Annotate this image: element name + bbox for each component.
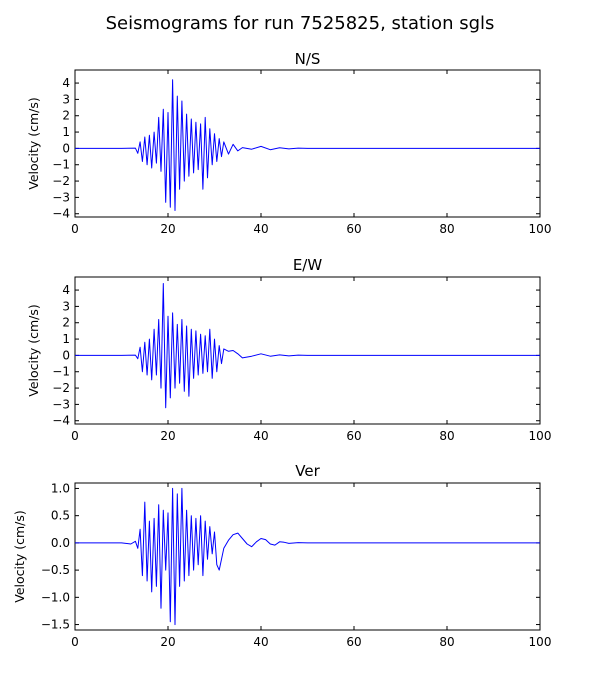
ver-ytick-label: 0.5	[51, 509, 70, 523]
ns-ytick-label: −2	[52, 174, 70, 188]
ew-ytick-label: −4	[52, 414, 70, 428]
ver-xtick-label: 60	[346, 635, 361, 649]
ver-ytick-label: −1.0	[41, 590, 70, 604]
ns-xtick-label: 80	[439, 222, 454, 236]
ns-xtick-label: 100	[529, 222, 552, 236]
ew-xtick-label: 60	[346, 429, 361, 443]
ew-axes-frame	[74, 276, 541, 425]
ver-xtick-label: 0	[71, 635, 79, 649]
ew-ytick-label: 0	[62, 348, 70, 362]
ver-subplot: Ver 0 20 40 60 80 100 −1.5 −1.0 −0.5 0.0 0.5 1.0 Velo…	[12, 462, 551, 649]
ns-ytick-label: −4	[52, 207, 70, 221]
ver-xtick-label: 100	[529, 635, 552, 649]
ns-ylabel: Velocity (cm/s)	[26, 97, 41, 190]
ver-ytick-label: 1.0	[51, 481, 70, 495]
ns-ytick-label: 1	[62, 125, 70, 139]
ns-xtick-label: 40	[253, 222, 268, 236]
ew-ylabel: Velocity (cm/s)	[26, 304, 41, 397]
ew-ytick-label: −1	[52, 365, 70, 379]
figure-title: Seismograms for run 7525825, station sgl…	[106, 13, 495, 34]
ns-ytick-label: −1	[52, 158, 70, 172]
ew-xtick-label: 40	[253, 429, 268, 443]
ew-xtick-label: 100	[529, 429, 552, 443]
ew-xtick-label: 20	[160, 429, 175, 443]
ew-subplot: E/W 0 20 40 60 80 100 −4 −3 −2 −1 0 1 2 3 4 Velocity (cm…	[26, 256, 551, 443]
ver-xtick-label: 80	[439, 635, 454, 649]
ns-ytick-label: 3	[62, 92, 70, 106]
ns-axes-frame	[74, 69, 541, 218]
ver-xtick-label: 40	[253, 635, 268, 649]
ns-xtick-label: 0	[71, 222, 79, 236]
ns-ytick-label: 2	[62, 109, 70, 123]
ew-ytick-label: 2	[62, 316, 70, 330]
ew-xtick-label: 80	[439, 429, 454, 443]
ew-ytick-label: 3	[62, 299, 70, 313]
ew-ytick-label: −3	[52, 397, 70, 411]
ns-xtick-label: 60	[346, 222, 361, 236]
ew-ytick-label: 4	[62, 283, 70, 297]
ver-ytick-label: −0.5	[41, 563, 70, 577]
ew-velocity-trace	[75, 283, 540, 409]
ns-ytick-label: 0	[62, 141, 70, 155]
ew-xtick-label: 0	[71, 429, 79, 443]
ns-velocity-trace	[75, 79, 540, 211]
ns-ytick-label: 4	[62, 76, 70, 90]
ns-ytick-label: −3	[52, 190, 70, 204]
ns-subplot: N/S 0 20 40 60 80 100 −4 −3 −2 −1 0 1 2 3 4 Velocity (cm…	[26, 50, 551, 236]
ver-ylabel: Velocity (cm/s)	[12, 510, 27, 603]
ver-velocity-trace	[75, 487, 540, 626]
ew-ytick-label: −2	[52, 381, 70, 395]
ver-title: Ver	[295, 462, 320, 480]
ns-title: N/S	[295, 50, 321, 68]
ew-title: E/W	[293, 256, 323, 274]
ns-xtick-label: 20	[160, 222, 175, 236]
ver-ytick-label: −1.5	[41, 618, 70, 632]
ew-ytick-label: 1	[62, 332, 70, 346]
ver-xtick-label: 20	[160, 635, 175, 649]
ver-ytick-label: 0.0	[51, 536, 70, 550]
